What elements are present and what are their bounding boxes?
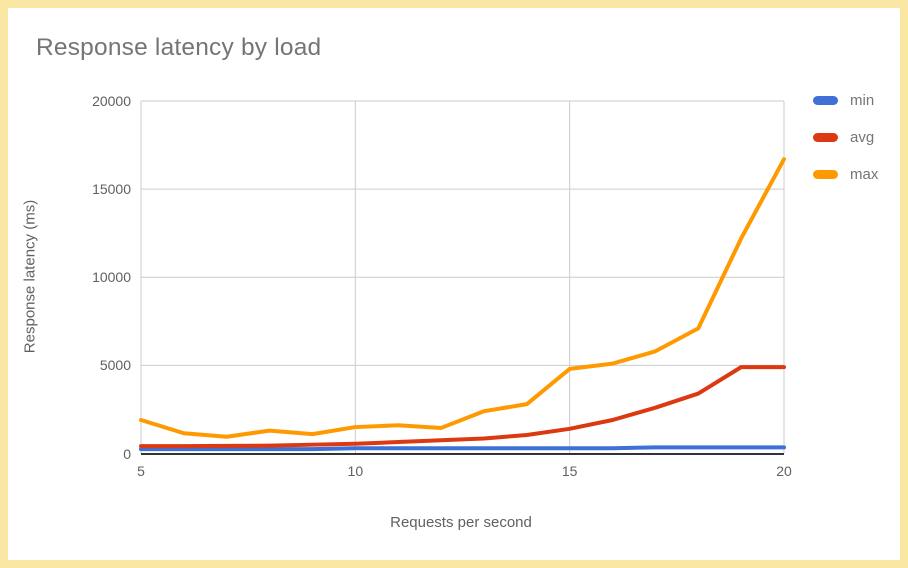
x-axis-title: Requests per second — [390, 514, 532, 531]
chart-title: Response latency by load — [36, 34, 322, 61]
legend-label-max: max — [850, 165, 879, 183]
legend-item-min: min — [813, 91, 878, 109]
x-tick-label-20: 20 — [776, 463, 792, 479]
y-tick-label-15000: 15000 — [92, 181, 131, 198]
y-axis-title: Response latency (ms) — [21, 199, 39, 354]
y-tick-label-10000: 10000 — [92, 269, 131, 286]
chart-legend: min avg max — [813, 92, 878, 203]
legend-swatch-min — [813, 95, 838, 105]
legend-swatch-avg — [813, 132, 838, 142]
y-tick-label-5000: 5000 — [99, 357, 131, 374]
series-line-avg — [139, 365, 786, 449]
x-tick-label-10: 10 — [347, 463, 364, 479]
legend-swatch-max — [813, 169, 838, 179]
x-tick-label-15: 15 — [561, 463, 578, 479]
x-tick-label-5: 5 — [137, 463, 145, 479]
legend-label-min: min — [850, 91, 875, 109]
legend-item-max: max — [813, 165, 879, 183]
legend-item-avg: avg — [813, 128, 878, 146]
series-line-max — [139, 157, 786, 439]
y-tick-label-0: 0 — [123, 445, 131, 462]
legend-label-avg: avg — [850, 128, 875, 146]
series-line-min — [139, 445, 786, 452]
chart-card — [8, 8, 900, 560]
y-tick-label-20000: 20000 — [92, 93, 131, 109]
